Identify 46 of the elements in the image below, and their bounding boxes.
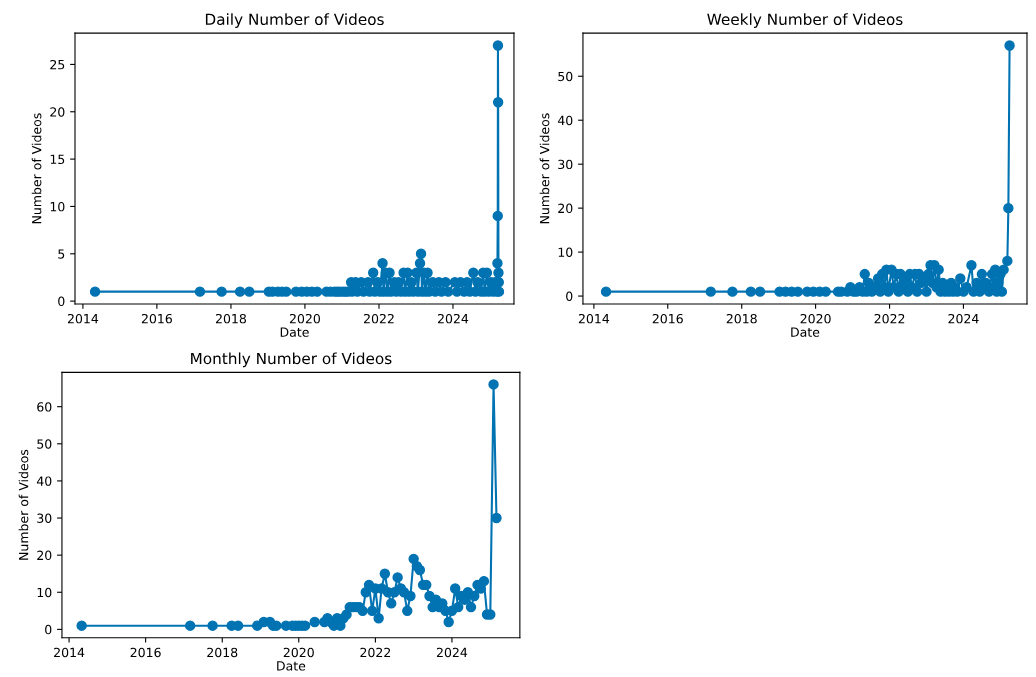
x-tick-label: 2014 [67,313,99,324]
y-tick-label: 20 [50,107,65,117]
chart-title: Daily Number of Videos [205,13,384,29]
y-tick-label: 10 [50,201,65,212]
y-tick-label: 30 [558,159,573,170]
y-tick-label: 15 [50,154,65,165]
y-axis-title: Number of Videos [18,449,29,560]
x-tick-label: 2020 [289,313,320,324]
y-tick-label: 0 [58,296,65,307]
x-tick-label: 2024 [436,647,468,658]
chart-title: Monthly Number of Videos [191,352,392,368]
x-tick-label: 2020 [283,647,314,658]
x-tick-label: 2016 [141,313,172,324]
y-tick-label: 25 [50,59,65,70]
x-axis-title: Date [277,661,306,671]
x-axis-title: Date [791,327,820,337]
y-tick-label: 0 [45,624,52,635]
x-tick-label: 2018 [207,647,238,658]
y-tick-label: 5 [58,249,65,259]
x-tick-label: 2016 [652,313,683,324]
y-axis-title: Number of Videos [31,113,42,224]
x-tick-label: 2022 [360,647,391,658]
y-axis-title: Number of Videos [539,113,550,224]
x-tick-label: 2018 [726,313,757,324]
y-tick-label: 0 [566,291,573,301]
x-tick-label: 2020 [800,313,831,324]
x-tick-label: 2022 [874,313,905,324]
y-tick-label: 50 [558,71,573,82]
x-tick-label: 2022 [364,313,394,324]
y-tick-label: 50 [37,439,52,449]
y-tick-label: 10 [37,587,52,598]
y-tick-label: 20 [558,203,573,214]
y-tick-label: 30 [37,513,52,523]
y-tick-label: 20 [37,550,52,561]
y-tick-label: 60 [37,402,52,412]
y-tick-label: 10 [558,247,573,258]
x-tick-label: 2014 [578,313,610,324]
x-axis-title: Date [280,327,309,337]
chart-title: Weekly Number of Videos [707,13,903,29]
y-tick-label: 40 [557,115,573,126]
x-tick-label: 2016 [130,647,161,658]
x-tick-label: 2024 [437,313,469,324]
y-tick-label: 40 [36,476,52,486]
x-tick-label: 2024 [948,313,979,324]
x-tick-label: 2018 [215,313,246,324]
x-tick-label: 2014 [54,647,85,658]
